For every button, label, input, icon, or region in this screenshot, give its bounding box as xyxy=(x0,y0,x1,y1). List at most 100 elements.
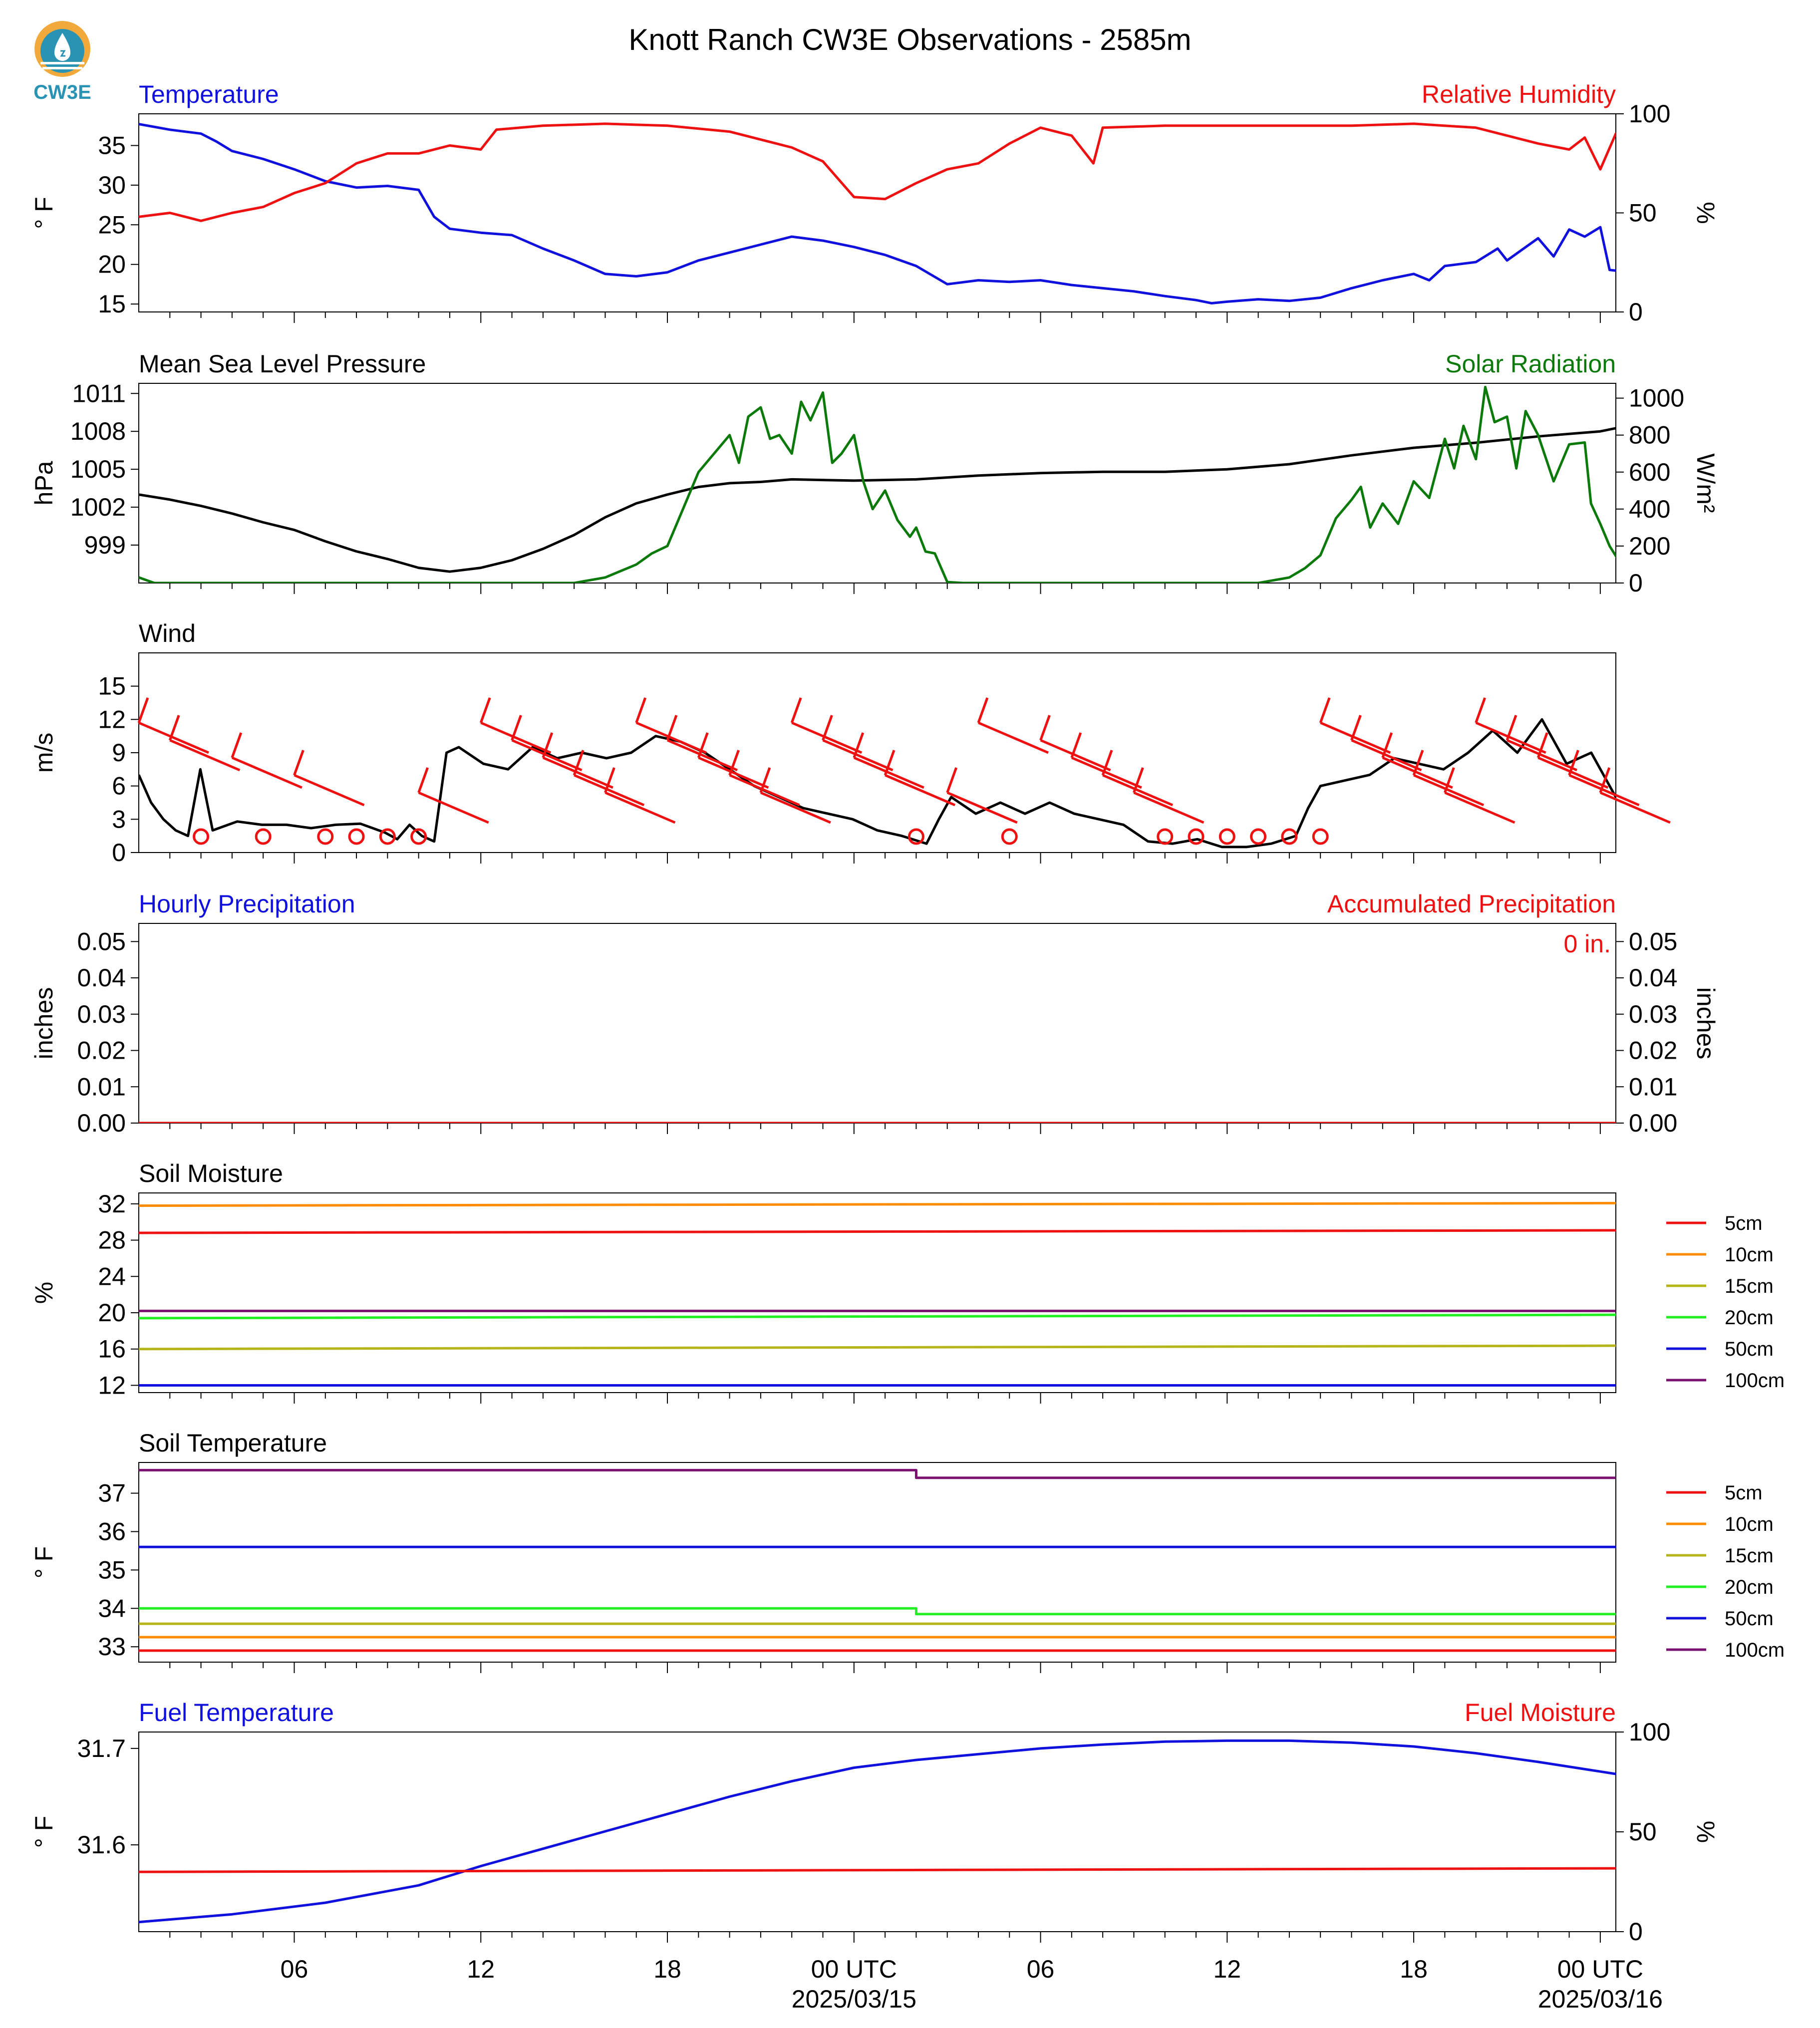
series-line-1 xyxy=(139,122,1616,222)
y-tick-label-left: 20 xyxy=(98,1299,126,1327)
x-tick-label: 12 xyxy=(467,1955,495,1983)
wind-barb xyxy=(1320,721,1391,754)
y-tick-label-right: 0.00 xyxy=(1629,1109,1677,1137)
date-label: 2025/03/15 xyxy=(792,1985,916,2013)
x-tick-label: 06 xyxy=(281,1955,308,1983)
x-tick-label: 00 UTC xyxy=(1557,1955,1643,1983)
wind-barb-flag xyxy=(884,750,896,776)
series-line-0 xyxy=(139,718,1616,849)
y-tick-label-left: 16 xyxy=(98,1335,126,1363)
x-tick-label: 12 xyxy=(1213,1955,1241,1983)
y-axis-label-left: ° F xyxy=(30,197,58,229)
wind-barb-flag xyxy=(1412,750,1424,776)
wind-barb-flag xyxy=(168,715,180,741)
series-line-15cm xyxy=(139,1344,1616,1351)
panel-frame xyxy=(138,1192,1616,1393)
panel-title-left: Soil Temperature xyxy=(139,1429,327,1457)
wind-barb-flag xyxy=(728,750,740,776)
y-axis-label-left: hPa xyxy=(30,461,58,505)
series-line-1 xyxy=(139,1867,1616,1873)
panel-title-right: Solar Radiation xyxy=(1445,350,1616,378)
calm-wind-circle xyxy=(379,828,396,845)
panel-3: Wind 0 3 6 9 12 15 m/s xyxy=(30,619,1671,867)
y-tick-label-left: 1008 xyxy=(70,417,126,445)
wind-barb-flag xyxy=(1133,767,1144,793)
panel-frame xyxy=(138,1732,1616,1932)
y-tick-label-left: 15 xyxy=(98,290,126,318)
panel-frame xyxy=(138,113,1616,312)
y-tick-label-right: 0.01 xyxy=(1629,1073,1677,1101)
y-tick-label-left: 1002 xyxy=(70,493,126,521)
wind-barb-flag xyxy=(231,732,243,758)
wind-barb-flag xyxy=(1599,767,1611,793)
wind-barb xyxy=(729,774,800,807)
y-tick-label-left: 20 xyxy=(98,251,126,279)
wind-barb-flag xyxy=(853,732,865,758)
wind-barb-flag xyxy=(1039,715,1051,741)
legend-label: 15cm xyxy=(1725,1545,1774,1567)
y-tick-label-left: 33 xyxy=(98,1633,126,1661)
y-tick-label-left: 36 xyxy=(98,1517,126,1545)
wind-barb xyxy=(667,739,738,772)
wind-barb-flag xyxy=(790,697,802,723)
y-tick-label-left: 0.04 xyxy=(77,964,126,992)
wind-barb-flag xyxy=(293,750,304,776)
wind-barb xyxy=(1133,791,1205,824)
calm-wind-circle xyxy=(908,828,924,845)
y-axis-label-right: inches xyxy=(1692,987,1720,1060)
y-tick-label-left: 24 xyxy=(98,1262,126,1290)
y-tick-label-left: 999 xyxy=(84,531,126,559)
panel-title-left: Hourly Precipitation xyxy=(139,890,355,918)
panel-title-right: Relative Humidity xyxy=(1422,80,1616,108)
series-line-0 xyxy=(139,123,1616,304)
wind-barb-flag xyxy=(137,697,149,723)
wind-barb xyxy=(1475,721,1546,754)
calm-wind-circle xyxy=(317,828,334,845)
calm-wind-circle xyxy=(1157,828,1174,845)
wind-barb xyxy=(1537,756,1609,789)
y-tick-label-left: 34 xyxy=(98,1594,126,1622)
y-tick-label-left: 30 xyxy=(98,171,126,199)
calm-wind-circle xyxy=(1250,828,1267,845)
y-tick-label-left: 0.01 xyxy=(77,1073,126,1101)
y-tick-label-left: 35 xyxy=(98,132,126,160)
y-tick-label-left: 25 xyxy=(98,211,126,239)
panel-frame xyxy=(138,923,1616,1124)
wind-barb xyxy=(1102,774,1174,807)
legend-label: 20cm xyxy=(1725,1307,1774,1329)
y-axis-label-right: % xyxy=(1692,202,1720,224)
y-tick-label-left: 32 xyxy=(98,1190,126,1218)
calm-wind-circle xyxy=(1001,828,1018,845)
wind-barb xyxy=(977,721,1049,754)
y-tick-label-left: 0.05 xyxy=(77,927,126,955)
wind-barb xyxy=(760,791,831,824)
series-line-20cm xyxy=(139,1607,1616,1616)
wind-barb xyxy=(1040,739,1111,772)
wind-barb-flag xyxy=(1070,732,1082,758)
wind-barb-flag xyxy=(1506,715,1517,741)
y-tick-label-right: 800 xyxy=(1629,421,1670,449)
wind-barb xyxy=(1599,791,1671,824)
legend-label: 100cm xyxy=(1725,1370,1785,1392)
panel-title-left: Soil Moisture xyxy=(139,1159,283,1187)
panel-7: Fuel Temperature Fuel Moisture 31.6 31.7 ° F… xyxy=(30,1699,1720,2013)
y-tick-label-left: 1005 xyxy=(70,455,126,483)
wind-barb-flag xyxy=(977,697,989,723)
wind-barb-flag xyxy=(1536,732,1548,758)
legend-label: 50cm xyxy=(1725,1338,1774,1360)
x-tick-label: 18 xyxy=(1400,1955,1428,1983)
panel-title-left: Wind xyxy=(139,619,196,647)
y-tick-label-left: 6 xyxy=(112,772,126,800)
y-tick-label-right: 50 xyxy=(1629,199,1657,227)
wind-barb xyxy=(574,774,645,807)
panel-title-right: Accumulated Precipitation xyxy=(1327,890,1616,918)
wind-barb xyxy=(1444,791,1516,824)
y-tick-label-left: 12 xyxy=(98,705,126,733)
legend-label: 10cm xyxy=(1725,1244,1774,1266)
calm-wind-circle xyxy=(1188,828,1205,845)
wind-barb xyxy=(231,756,303,789)
y-tick-label-right: 1000 xyxy=(1629,384,1684,412)
calm-wind-circle xyxy=(1312,828,1329,845)
wind-barb-flag xyxy=(1444,767,1455,793)
y-tick-label-right: 50 xyxy=(1629,1818,1657,1846)
